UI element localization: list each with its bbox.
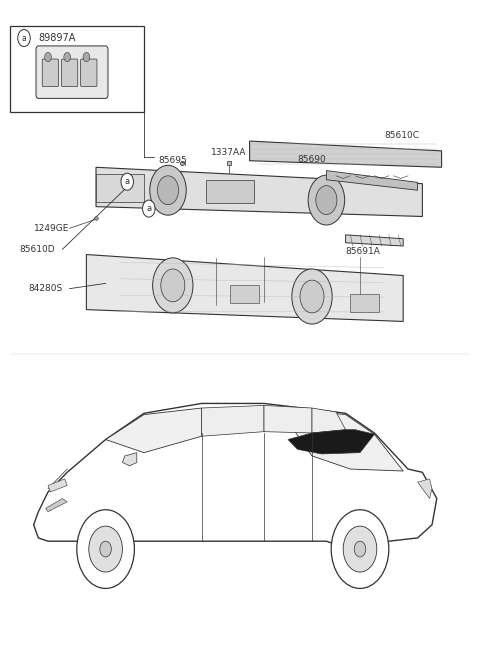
FancyBboxPatch shape (10, 26, 144, 112)
Polygon shape (48, 479, 67, 492)
Polygon shape (122, 453, 137, 466)
Text: 89897A: 89897A (38, 33, 76, 43)
Polygon shape (278, 408, 403, 471)
FancyBboxPatch shape (350, 294, 379, 312)
Polygon shape (96, 167, 422, 216)
Text: 1337AA: 1337AA (211, 148, 247, 157)
Circle shape (161, 269, 185, 302)
Polygon shape (288, 430, 374, 454)
Circle shape (83, 52, 90, 62)
Polygon shape (202, 405, 264, 436)
FancyBboxPatch shape (230, 285, 259, 303)
Text: 85695: 85695 (158, 156, 187, 165)
Circle shape (153, 258, 193, 313)
Circle shape (308, 175, 345, 225)
Polygon shape (86, 255, 403, 321)
Text: 85691A: 85691A (346, 247, 381, 256)
FancyBboxPatch shape (96, 174, 144, 202)
Polygon shape (326, 171, 418, 190)
Circle shape (100, 541, 111, 557)
Polygon shape (34, 403, 437, 548)
Circle shape (343, 526, 377, 572)
Text: a: a (146, 204, 151, 213)
Polygon shape (106, 408, 202, 453)
Circle shape (121, 173, 133, 190)
Text: a: a (125, 177, 130, 186)
Polygon shape (46, 499, 67, 512)
Circle shape (77, 510, 134, 588)
Circle shape (64, 52, 71, 62)
Circle shape (157, 176, 179, 205)
Circle shape (354, 541, 366, 557)
Circle shape (150, 165, 186, 215)
Text: 85690: 85690 (298, 155, 326, 164)
FancyBboxPatch shape (206, 180, 254, 203)
Circle shape (143, 200, 155, 217)
Text: 85610C: 85610C (384, 131, 419, 140)
FancyBboxPatch shape (61, 59, 78, 87)
Text: 84280S: 84280S (29, 284, 63, 293)
Circle shape (89, 526, 122, 572)
Circle shape (45, 52, 51, 62)
Circle shape (316, 186, 337, 215)
Circle shape (300, 280, 324, 313)
Polygon shape (418, 479, 432, 499)
Circle shape (331, 510, 389, 588)
Polygon shape (264, 405, 312, 433)
FancyBboxPatch shape (81, 59, 97, 87)
Circle shape (18, 30, 30, 47)
Circle shape (292, 269, 332, 324)
Polygon shape (250, 141, 442, 167)
Polygon shape (312, 408, 346, 433)
Text: a: a (22, 33, 26, 43)
FancyBboxPatch shape (42, 59, 59, 87)
Text: 1249GE: 1249GE (34, 224, 69, 233)
FancyBboxPatch shape (36, 46, 108, 98)
Text: 85610D: 85610D (19, 245, 55, 254)
Polygon shape (346, 235, 403, 246)
